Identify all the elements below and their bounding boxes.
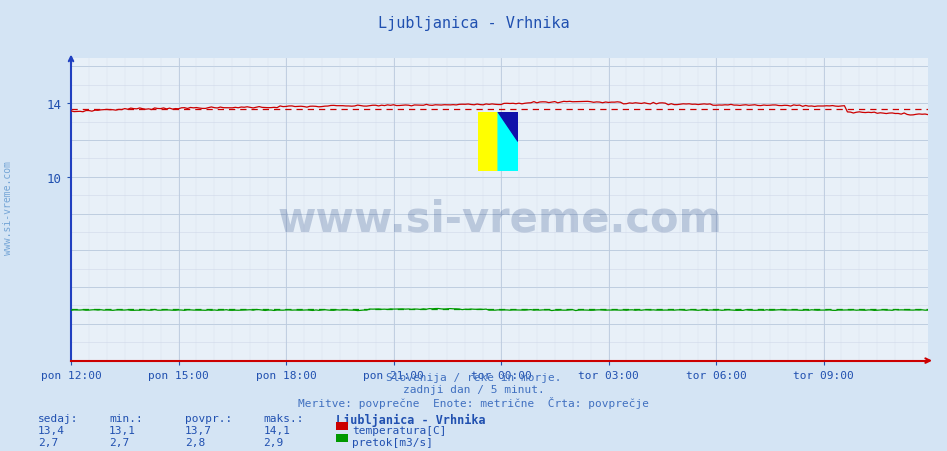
- Polygon shape: [498, 113, 518, 142]
- Text: sedaj:: sedaj:: [38, 413, 79, 423]
- Text: Slovenija / reke in morje.: Slovenija / reke in morje.: [385, 372, 562, 382]
- Text: 2,7: 2,7: [38, 437, 58, 447]
- Polygon shape: [478, 113, 498, 171]
- Polygon shape: [498, 113, 518, 171]
- Text: Ljubljanica - Vrhnika: Ljubljanica - Vrhnika: [336, 413, 486, 426]
- Text: Meritve: povprečne  Enote: metrične  Črta: povprečje: Meritve: povprečne Enote: metrične Črta:…: [298, 396, 649, 409]
- Text: Ljubljanica - Vrhnika: Ljubljanica - Vrhnika: [378, 16, 569, 31]
- Text: min.:: min.:: [109, 413, 143, 423]
- Text: zadnji dan / 5 minut.: zadnji dan / 5 minut.: [402, 384, 545, 394]
- Text: www.si-vreme.com: www.si-vreme.com: [3, 161, 12, 254]
- Text: pretok[m3/s]: pretok[m3/s]: [352, 437, 434, 447]
- Text: 2,9: 2,9: [263, 437, 283, 447]
- Text: 13,4: 13,4: [38, 425, 65, 435]
- Text: 2,7: 2,7: [109, 437, 129, 447]
- Text: maks.:: maks.:: [263, 413, 304, 423]
- Text: temperatura[C]: temperatura[C]: [352, 425, 447, 435]
- Text: 13,7: 13,7: [185, 425, 212, 435]
- Text: www.si-vreme.com: www.si-vreme.com: [277, 198, 722, 240]
- Text: povpr.:: povpr.:: [185, 413, 232, 423]
- Text: 14,1: 14,1: [263, 425, 291, 435]
- Text: 13,1: 13,1: [109, 425, 136, 435]
- Text: 2,8: 2,8: [185, 437, 205, 447]
